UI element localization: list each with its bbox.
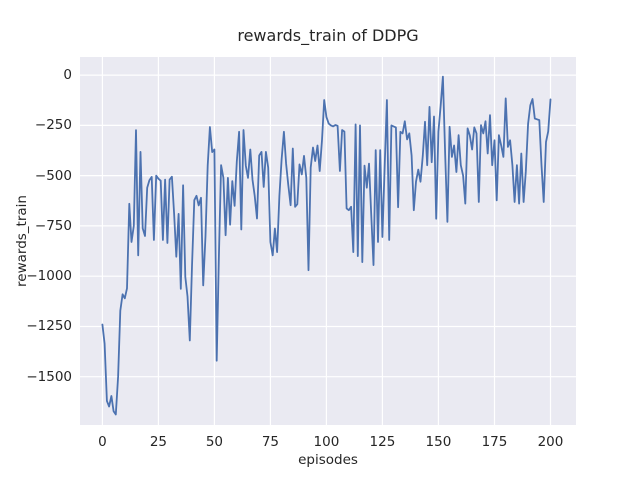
y-tick-label: −1000	[26, 268, 72, 285]
chart-title: rewards_train of DDPG	[237, 26, 419, 45]
y-tick-label: −750	[34, 217, 72, 234]
x-tick-label: 75	[261, 434, 280, 450]
y-axis-label: rewards_train	[14, 195, 30, 287]
y-tick-label: −1250	[26, 318, 72, 335]
x-tick-label: 0	[98, 434, 107, 450]
x-tick-label: 175	[481, 434, 508, 450]
plot-area	[80, 57, 576, 425]
x-tick-label: 150	[425, 434, 452, 450]
x-tick-label: 100	[313, 434, 340, 450]
x-tick-label: 25	[149, 434, 167, 450]
x-tick-label: 125	[369, 434, 396, 450]
x-axis-label: episodes	[298, 452, 358, 468]
plot-svg	[80, 57, 576, 425]
y-tick-label: −250	[34, 117, 72, 134]
x-tick-label: 200	[537, 434, 564, 450]
y-tick-label: 0	[63, 67, 72, 84]
y-tick-label: −1500	[26, 368, 72, 385]
y-tick-label: −500	[34, 167, 72, 184]
x-tick-label: 50	[205, 434, 223, 450]
